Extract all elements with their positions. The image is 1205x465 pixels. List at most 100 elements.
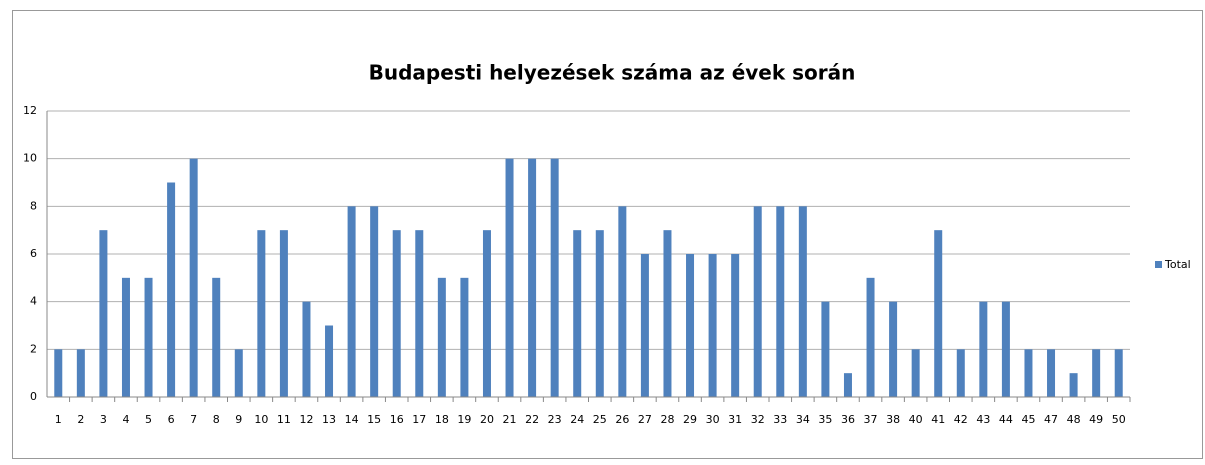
bar	[144, 277, 153, 397]
bar	[934, 230, 943, 397]
bar	[482, 230, 491, 397]
bar	[392, 230, 401, 397]
x-tick-label: 27	[638, 413, 652, 426]
x-tick-label: 37	[864, 413, 878, 426]
bar	[437, 277, 446, 397]
bar	[821, 301, 830, 397]
bar	[573, 230, 582, 397]
x-tick-label: 15	[367, 413, 381, 426]
y-tick-label: 8	[30, 199, 37, 212]
x-tick-label: 42	[954, 413, 968, 426]
bar	[370, 206, 379, 397]
bar	[663, 230, 672, 397]
bar	[167, 182, 176, 397]
x-tick-label: 8	[213, 413, 220, 426]
legend-swatch	[1155, 261, 1162, 268]
bar	[866, 277, 875, 397]
bar	[347, 206, 356, 397]
x-tick-label: 6	[168, 413, 175, 426]
bar	[1092, 349, 1101, 397]
bar	[505, 158, 514, 397]
y-tick-label: 2	[30, 342, 37, 355]
bar	[708, 254, 717, 397]
bar	[640, 254, 649, 397]
x-tick-label: 44	[999, 413, 1013, 426]
y-tick-label: 6	[30, 247, 37, 260]
bar	[1069, 373, 1078, 397]
bar	[979, 301, 988, 397]
y-tick-label: 4	[30, 295, 37, 308]
x-tick-label: 31	[728, 413, 742, 426]
x-tick-label: 12	[299, 413, 313, 426]
x-tick-label: 35	[818, 413, 832, 426]
bar	[528, 158, 537, 397]
bar	[889, 301, 898, 397]
bar	[843, 373, 852, 397]
y-tick-label: 0	[30, 390, 37, 403]
legend-label: Total	[1164, 258, 1191, 271]
bar	[595, 230, 604, 397]
bar	[212, 277, 221, 397]
x-tick-label: 43	[976, 413, 990, 426]
bar	[731, 254, 740, 397]
x-tick-label: 7	[190, 413, 197, 426]
bar	[911, 349, 920, 397]
x-tick-label: 11	[277, 413, 291, 426]
x-tick-label: 40	[909, 413, 923, 426]
bar	[1047, 349, 1056, 397]
x-tick-label: 41	[931, 413, 945, 426]
x-tick-label: 3	[100, 413, 107, 426]
x-tick-label: 14	[345, 413, 359, 426]
x-tick-label: 34	[796, 413, 810, 426]
x-tick-label: 26	[615, 413, 629, 426]
bar	[550, 158, 559, 397]
x-tick-label: 38	[886, 413, 900, 426]
bar	[99, 230, 108, 397]
y-tick-label: 12	[23, 104, 37, 117]
bar	[302, 301, 311, 397]
x-tick-label: 4	[122, 413, 129, 426]
x-tick-label: 22	[525, 413, 539, 426]
x-tick-label: 23	[548, 413, 562, 426]
x-tick-label: 29	[683, 413, 697, 426]
bar	[76, 349, 85, 397]
bar	[121, 277, 130, 397]
x-tick-label: 30	[706, 413, 720, 426]
bar	[54, 349, 63, 397]
bar	[189, 158, 198, 397]
x-tick-label: 16	[390, 413, 404, 426]
bar	[1001, 301, 1010, 397]
bar	[257, 230, 266, 397]
x-tick-label: 18	[435, 413, 449, 426]
bar	[798, 206, 807, 397]
bar	[618, 206, 627, 397]
x-tick-label: 1	[55, 413, 62, 426]
bar	[686, 254, 695, 397]
x-tick-label: 49	[1089, 413, 1103, 426]
x-tick-label: 47	[1044, 413, 1058, 426]
chart-title: Budapesti helyezések száma az évek során	[369, 61, 856, 85]
bar	[234, 349, 243, 397]
bar	[776, 206, 785, 397]
x-tick-label: 9	[235, 413, 242, 426]
x-tick-label: 33	[773, 413, 787, 426]
x-tick-label: 20	[480, 413, 494, 426]
bar	[956, 349, 965, 397]
x-tick-label: 24	[570, 413, 584, 426]
x-tick-label: 2	[77, 413, 84, 426]
x-tick-label: 13	[322, 413, 336, 426]
x-tick-label: 17	[412, 413, 426, 426]
x-tick-label: 32	[751, 413, 765, 426]
x-tick-label: 28	[660, 413, 674, 426]
x-tick-label: 50	[1112, 413, 1126, 426]
x-tick-label: 36	[841, 413, 855, 426]
x-tick-label: 5	[145, 413, 152, 426]
x-tick-label: 25	[593, 413, 607, 426]
x-tick-label: 10	[254, 413, 268, 426]
x-tick-label: 21	[503, 413, 517, 426]
x-tick-label: 45	[1021, 413, 1035, 426]
x-tick-label: 19	[457, 413, 471, 426]
bar	[1114, 349, 1123, 397]
bar	[460, 277, 469, 397]
